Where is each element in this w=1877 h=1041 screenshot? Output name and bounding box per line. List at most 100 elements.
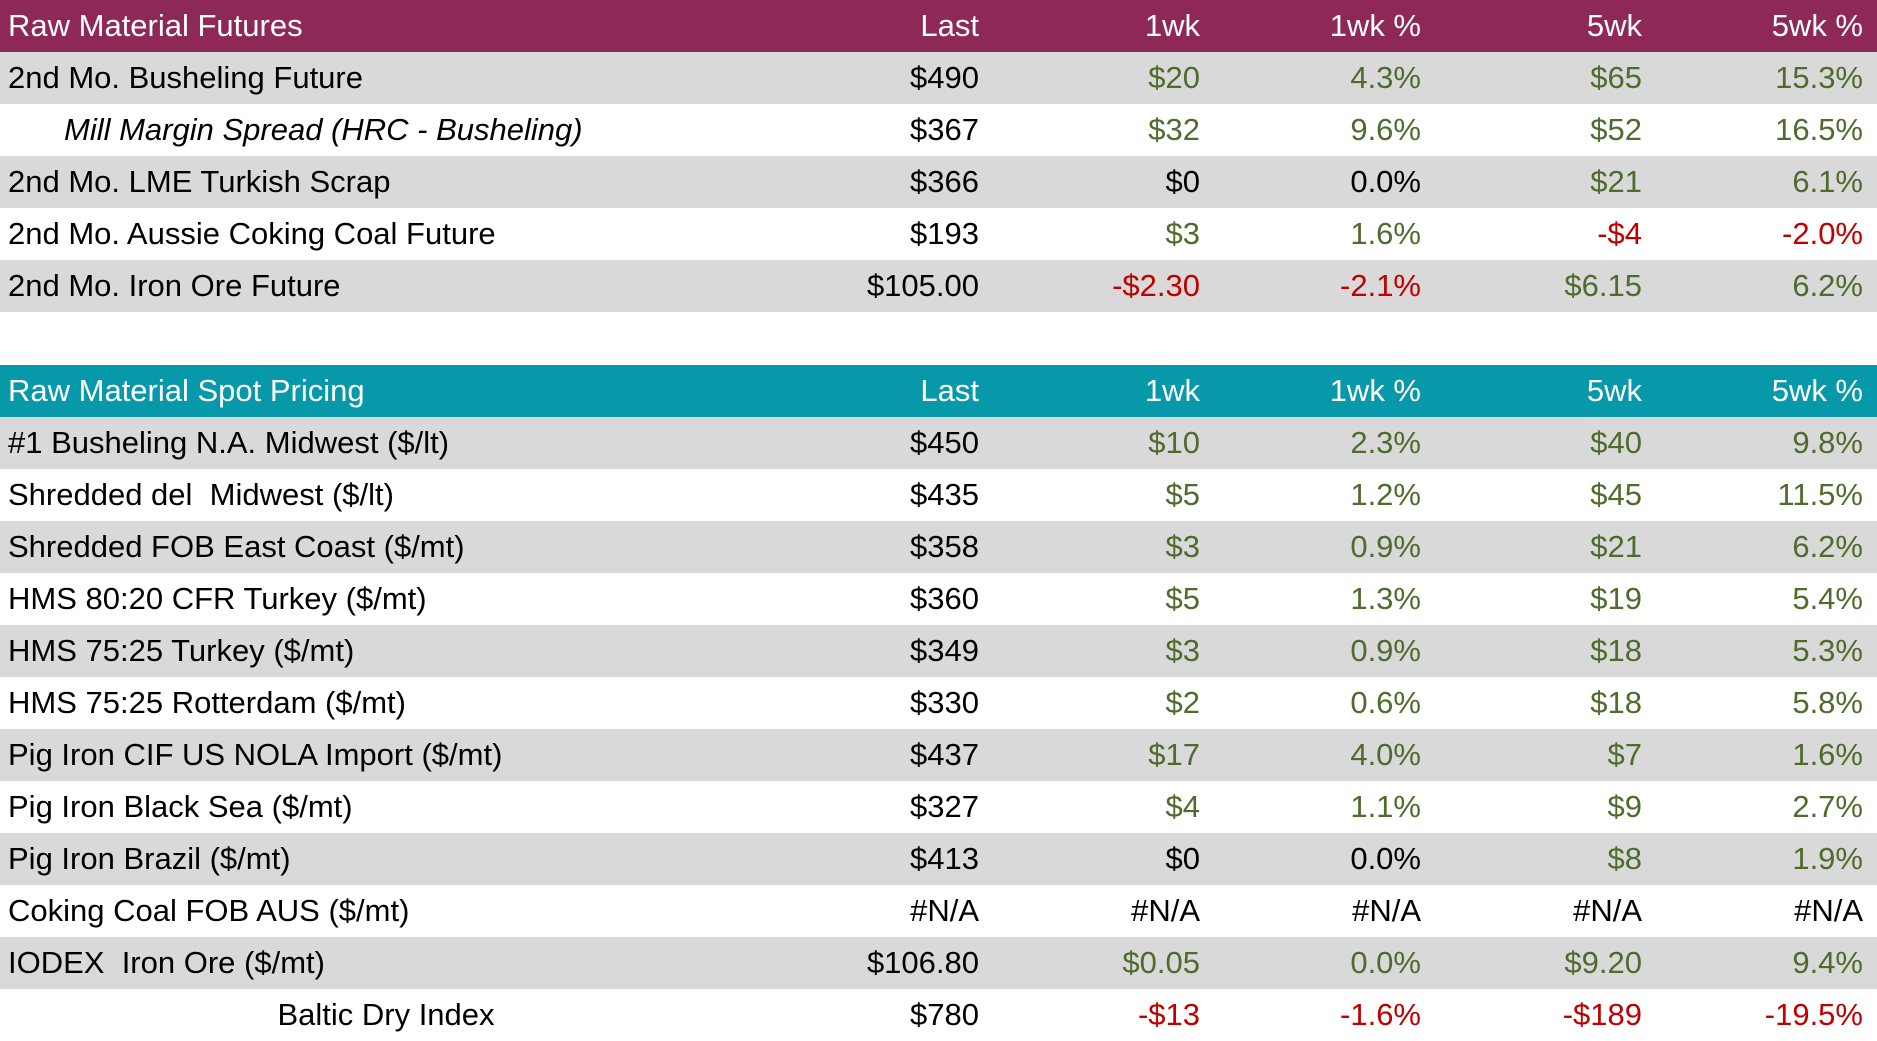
value-cell: $0: [1165, 164, 1200, 199]
table-row: #1 Busheling N.A. Midwest ($/lt) $450 $10 2…: [0, 417, 1877, 469]
table-row: 2nd Mo. LME Turkish Scrap $366 $0 0.0% $21 6.…: [0, 156, 1877, 208]
row-label: HMS 80:20 CFR Turkey ($/mt): [8, 581, 427, 616]
column-header-5wk: 5wk: [1586, 8, 1642, 43]
value-cell: 0.0%: [1350, 164, 1421, 199]
value-cell: $7: [1607, 737, 1642, 772]
table-row: HMS 75:25 Turkey ($/mt) $349 $3 0.9% $18 5.3%: [0, 625, 1877, 677]
value-cell: $4: [1165, 789, 1200, 824]
value-cell: 16.5%: [1775, 112, 1863, 147]
table-row: Baltic Dry Index $780 -$13 -1.6% -$189 -19.5%: [0, 989, 1877, 1041]
value-cell: 1.9%: [1792, 841, 1863, 876]
value-cell: $10: [1148, 425, 1200, 460]
row-label: Mill Margin Spread (HRC - Busheling): [64, 112, 583, 147]
value-cell: $9: [1607, 789, 1642, 824]
value-cell: 9.8%: [1792, 425, 1863, 460]
row-label: Pig Iron Brazil ($/mt): [8, 841, 291, 876]
value-cell: $0.05: [1122, 945, 1200, 980]
value-cell: -1.6%: [1340, 997, 1421, 1032]
row-label: 2nd Mo. Iron Ore Future: [8, 268, 341, 303]
row-label: Pig Iron Black Sea ($/mt): [8, 789, 353, 824]
column-header-1wk: 1wk %: [1329, 373, 1421, 408]
value-cell: $65: [1590, 60, 1642, 95]
section-title: Raw Material Futures: [8, 8, 303, 43]
value-cell: $360: [910, 581, 979, 616]
value-cell: 0.0%: [1350, 945, 1421, 980]
table-row: Mill Margin Spread (HRC - Busheling) $367…: [0, 104, 1877, 156]
column-header-5wk: 5wk: [1586, 373, 1642, 408]
value-cell: $349: [910, 633, 979, 668]
value-cell: #N/A: [1794, 893, 1863, 928]
value-cell: #N/A: [1352, 893, 1421, 928]
value-cell: 11.5%: [1777, 477, 1863, 512]
value-cell: $3: [1165, 529, 1200, 564]
value-cell: $21: [1590, 164, 1642, 199]
row-label: Coking Coal FOB AUS ($/mt): [8, 893, 410, 928]
value-cell: -19.5%: [1764, 997, 1863, 1032]
value-cell: $435: [910, 477, 979, 512]
value-cell: -$2.30: [1112, 268, 1200, 303]
table-row: 2nd Mo. Busheling Future $490 $20 4.3% $65 15…: [0, 52, 1877, 104]
value-cell: $5: [1165, 581, 1200, 616]
value-cell: $413: [910, 841, 979, 876]
row-label: 2nd Mo. LME Turkish Scrap: [8, 164, 391, 199]
value-cell: 2.3%: [1350, 425, 1421, 460]
value-cell: 0.0%: [1350, 841, 1421, 876]
value-cell: 1.2%: [1350, 477, 1421, 512]
value-cell: $366: [910, 164, 979, 199]
value-cell: $21: [1590, 529, 1642, 564]
value-cell: 4.3%: [1350, 60, 1421, 95]
table-row: Coking Coal FOB AUS ($/mt) #N/A #N/A #N/A #N…: [0, 885, 1877, 937]
table-row: Pig Iron Black Sea ($/mt) $327 $4 1.1% $9 2.7…: [0, 781, 1877, 833]
value-cell: $40: [1590, 425, 1642, 460]
value-cell: $17: [1148, 737, 1200, 772]
value-cell: 9.6%: [1350, 112, 1421, 147]
table-row: Shredded del Midwest ($/lt) $435 $5 1.2% $45…: [0, 469, 1877, 521]
row-label: HMS 75:25 Rotterdam ($/mt): [8, 685, 406, 720]
value-cell: $32: [1148, 112, 1200, 147]
value-cell: 1.3%: [1350, 581, 1421, 616]
row-label: IODEX Iron Ore ($/mt): [8, 945, 325, 980]
value-cell: $3: [1165, 633, 1200, 668]
value-cell: -2.0%: [1782, 216, 1863, 251]
row-label: Shredded FOB East Coast ($/mt): [8, 529, 465, 564]
value-cell: $367: [910, 112, 979, 147]
value-cell: 15.3%: [1775, 60, 1863, 95]
value-cell: $3: [1165, 216, 1200, 251]
row-label: HMS 75:25 Turkey ($/mt): [8, 633, 355, 668]
row-label: 2nd Mo. Busheling Future: [8, 60, 363, 95]
column-header-5wk: 5wk %: [1771, 8, 1863, 43]
value-cell: 5.8%: [1792, 685, 1863, 720]
section-spacer: [0, 312, 1877, 365]
value-cell: $330: [910, 685, 979, 720]
value-cell: $2: [1165, 685, 1200, 720]
section-title: Raw Material Spot Pricing: [8, 373, 365, 408]
column-header-1wk: 1wk: [1144, 8, 1200, 43]
value-cell: 4.0%: [1350, 737, 1421, 772]
value-cell: $105.00: [866, 268, 979, 303]
row-label: Baltic Dry Index: [277, 997, 495, 1032]
value-cell: 5.3%: [1792, 633, 1863, 668]
value-cell: $19: [1590, 581, 1642, 616]
value-cell: -$13: [1137, 997, 1200, 1032]
value-cell: $490: [910, 60, 979, 95]
table-header-row: Raw Material Futures Last 1wk 1wk % 5wk 5wk %: [0, 0, 1877, 52]
value-cell: $358: [910, 529, 979, 564]
value-cell: 1.6%: [1350, 216, 1421, 251]
value-cell: $18: [1590, 633, 1642, 668]
column-header-1wk: 1wk %: [1329, 8, 1421, 43]
value-cell: $327: [910, 789, 979, 824]
value-cell: 6.2%: [1792, 529, 1863, 564]
value-cell: #N/A: [1573, 893, 1642, 928]
column-header-1wk: 1wk: [1144, 373, 1200, 408]
value-cell: 2.7%: [1792, 789, 1863, 824]
table-row: 2nd Mo. Aussie Coking Coal Future $193 $3 1…: [0, 208, 1877, 260]
value-cell: $8: [1607, 841, 1642, 876]
table-row: Pig Iron CIF US NOLA Import ($/mt) $437 $1…: [0, 729, 1877, 781]
value-cell: $106.80: [866, 945, 979, 980]
column-header-last: Last: [920, 8, 979, 43]
value-cell: $0: [1165, 841, 1200, 876]
value-cell: $5: [1165, 477, 1200, 512]
value-cell: 1.6%: [1792, 737, 1863, 772]
value-cell: 1.1%: [1350, 789, 1421, 824]
